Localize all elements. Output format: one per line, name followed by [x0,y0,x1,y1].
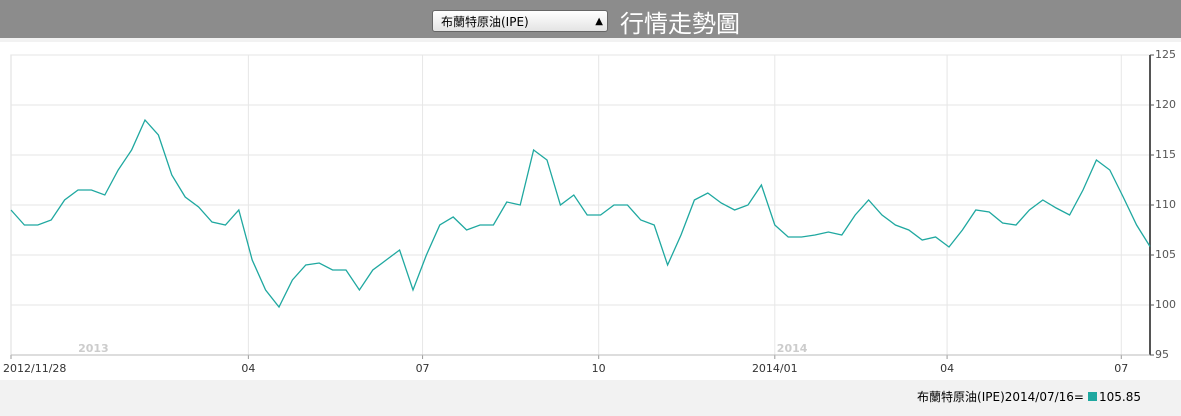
y-tick-label: 120 [1155,98,1176,111]
x-tick-label: 07 [1114,362,1128,375]
chart: 95 100 105 110 115 120 125 2012/11/28 04 07 10 2014… [0,42,1181,380]
y-tick-label: 105 [1155,248,1176,261]
y-tick-label: 95 [1155,348,1169,361]
header-title: 行情走勢圖 [620,10,740,38]
commodity-select[interactable]: 布蘭特原油(IPE) ▲ [432,10,608,32]
year-label: 2014 [777,342,808,355]
y-tick-label: 110 [1155,198,1176,211]
y-tick-label: 125 [1155,48,1176,61]
x-tick-label: 04 [241,362,255,375]
x-tick-label: 07 [416,362,430,375]
footer-value: 105.85 [1099,390,1141,404]
select-arrow: ▲ [595,16,603,27]
select-text: 布蘭特原油(IPE) [441,15,529,29]
x-tick-label: 2012/11/28 [3,362,66,375]
header-bar: 布蘭特原油(IPE) ▲ 行情走勢圖 [0,0,1181,38]
y-tick-label: 100 [1155,298,1176,311]
legend-swatch [1088,392,1097,401]
footer: 布蘭特原油(IPE)2014/07/16= 105.85 [917,388,1141,405]
x-tick-label: 2014/01 [752,362,798,375]
x-tick-label: 10 [592,362,606,375]
year-label: 2013 [78,342,109,355]
y-tick-label: 115 [1155,148,1176,161]
footer-text: 布蘭特原油(IPE)2014/07/16= [917,390,1084,404]
price-line [10,118,1151,309]
x-tick-label: 04 [940,362,954,375]
chart-background [0,42,1181,380]
